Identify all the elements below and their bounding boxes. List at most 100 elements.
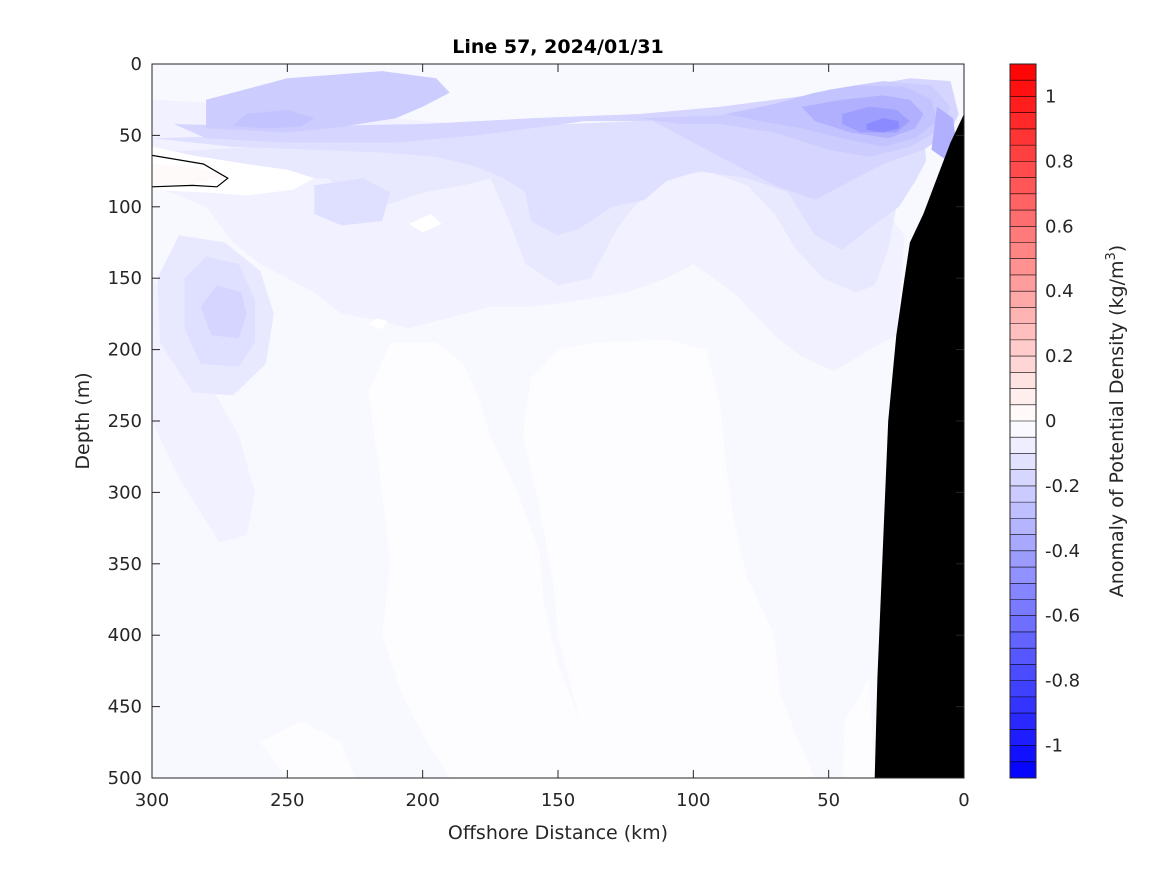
contour-region-24	[368, 318, 388, 330]
colorbar-band-15	[1010, 307, 1036, 324]
colorbar-band-36	[1010, 648, 1036, 665]
colorbar: 1 0.8 0.6 0.4 0.2 0 -0.2 -0.4 -0.6 -0.8 -1	[1009, 63, 1080, 779]
y-tick-label-500: 500	[108, 768, 142, 789]
colorbar-band-28	[1010, 518, 1036, 535]
y-tick-label-400: 400	[108, 625, 142, 646]
contour-region-16	[233, 109, 315, 129]
colorbar-band-6	[1010, 161, 1036, 178]
colorbar-band-0	[1010, 64, 1036, 81]
x-tick-label-150: 150	[541, 790, 575, 811]
y-tick-label-0: 0	[131, 54, 142, 75]
seafloor-mask-layer	[874, 114, 964, 778]
x-tick-label-50: 50	[817, 790, 840, 811]
chart-title: Line 57, 2024/01/31	[452, 36, 664, 58]
y-tick-label-250: 250	[108, 411, 142, 432]
contour-region-1	[368, 342, 586, 778]
colorbar-band-32	[1010, 583, 1036, 600]
colorbar-band-17	[1010, 339, 1036, 357]
colorbar-band-30	[1010, 550, 1036, 568]
colorbar-band-33	[1010, 599, 1036, 617]
colorbar-frame	[1009, 63, 1037, 779]
colorbar-tick-label-6: -0.2	[1045, 476, 1080, 497]
colorbar-band-26	[1010, 485, 1036, 503]
colorbar-tick-label-9: -0.8	[1045, 671, 1080, 692]
colorbar-band-19	[1010, 372, 1036, 389]
colorbar-band-23	[1010, 437, 1036, 454]
x-tick-label-100: 100	[676, 790, 710, 811]
colorbar-band-43	[1010, 761, 1036, 779]
colorbar-tick-label-2: 0.6	[1045, 216, 1074, 237]
colorbar-band-31	[1010, 567, 1036, 584]
colorbar-band-12	[1010, 258, 1036, 276]
y-tick-label-150: 150	[108, 268, 142, 289]
y-tick-label-100: 100	[108, 197, 142, 218]
zero-contour-layer	[152, 154, 229, 188]
x-axis: 300 250 200 150 100 50 0	[135, 64, 970, 811]
colorbar-band-35	[1010, 631, 1036, 649]
colorbar-band-10	[1010, 226, 1036, 243]
contour-region-11	[314, 178, 391, 226]
colorbar-band-5	[1010, 145, 1036, 162]
filled-contour-layer	[152, 64, 964, 778]
colorbar-tick-label-10: -1	[1045, 736, 1063, 757]
x-axis-title: Offshore Distance (km)	[448, 822, 668, 844]
colorbar-band-20	[1010, 388, 1036, 406]
colorbar-band-27	[1010, 502, 1036, 519]
x-tick-label-200: 200	[405, 790, 439, 811]
colorbar-title-superscript: 3	[1104, 252, 1119, 260]
y-tick-label-50: 50	[119, 125, 142, 146]
colorbar-band-22	[1010, 421, 1036, 438]
colorbar-band-40	[1010, 713, 1036, 730]
y-tick-label-350: 350	[108, 554, 142, 575]
colorbar-band-16	[1010, 323, 1036, 341]
colorbar-tick-label-0: 1	[1045, 86, 1056, 107]
colorbar-band-4	[1010, 128, 1036, 146]
contour-region-2	[522, 339, 816, 778]
contour-region-4	[842, 678, 875, 778]
colorbar-band-38	[1010, 680, 1036, 698]
colorbar-tick-label-3: 0.4	[1045, 281, 1074, 302]
colorbar-band-8	[1010, 193, 1036, 211]
colorbar-band-25	[1010, 469, 1036, 487]
y-tick-label-200: 200	[108, 340, 142, 361]
zero-contour-line	[152, 154, 229, 188]
colorbar-tick-label-7: -0.4	[1045, 541, 1080, 562]
colorbar-band-24	[1010, 453, 1036, 470]
contour-region-25	[152, 164, 228, 186]
y-tick-label-450: 450	[108, 697, 142, 718]
x-tick-label-300: 300	[135, 790, 169, 811]
colorbar-tick-label-1: 0.8	[1045, 151, 1074, 172]
colorbar-band-2	[1010, 96, 1036, 113]
contour-region-3	[260, 720, 355, 778]
y-tick-label-300: 300	[108, 482, 142, 503]
colorbar-band-21	[1010, 404, 1036, 422]
colorbar-band-1	[1010, 80, 1036, 97]
colorbar-title-text: Anomaly of Potential Density (kg/m	[1106, 261, 1128, 598]
seafloor-mask	[874, 114, 964, 778]
x-tick-label-250: 250	[270, 790, 304, 811]
contour-region-13	[200, 285, 247, 339]
colorbar-band-42	[1010, 745, 1036, 763]
y-axis: 0 50 100 150 200 250 300 350 400 450 500	[108, 54, 964, 789]
colorbar-tick-label-5: 0	[1045, 411, 1056, 432]
colorbar-band-39	[1010, 696, 1036, 714]
colorbar-band-37	[1010, 664, 1036, 681]
colorbar-band-18	[1010, 356, 1036, 373]
contour-region-20	[866, 118, 899, 133]
colorbar-tick-label-4: 0.2	[1045, 346, 1074, 367]
colorbar-title: Anomaly of Potential Density (kg/m3)	[1104, 245, 1128, 597]
colorbar-band-13	[1010, 274, 1036, 292]
x-tick-label-0: 0	[958, 790, 969, 811]
colorbar-band-41	[1010, 729, 1036, 746]
colorbar-band-3	[1010, 112, 1036, 130]
y-axis-title: Depth (m)	[72, 372, 94, 469]
contour-region-23	[409, 213, 442, 233]
colorbar-band-29	[1010, 534, 1036, 552]
colorbar-title-close: )	[1106, 245, 1128, 252]
colorbar-tick-label-8: -0.6	[1045, 606, 1080, 627]
colorbar-band-34	[1010, 615, 1036, 633]
colorbar-band-7	[1010, 177, 1036, 195]
colorbar-band-11	[1010, 242, 1036, 260]
colorbar-band-14	[1010, 291, 1036, 308]
